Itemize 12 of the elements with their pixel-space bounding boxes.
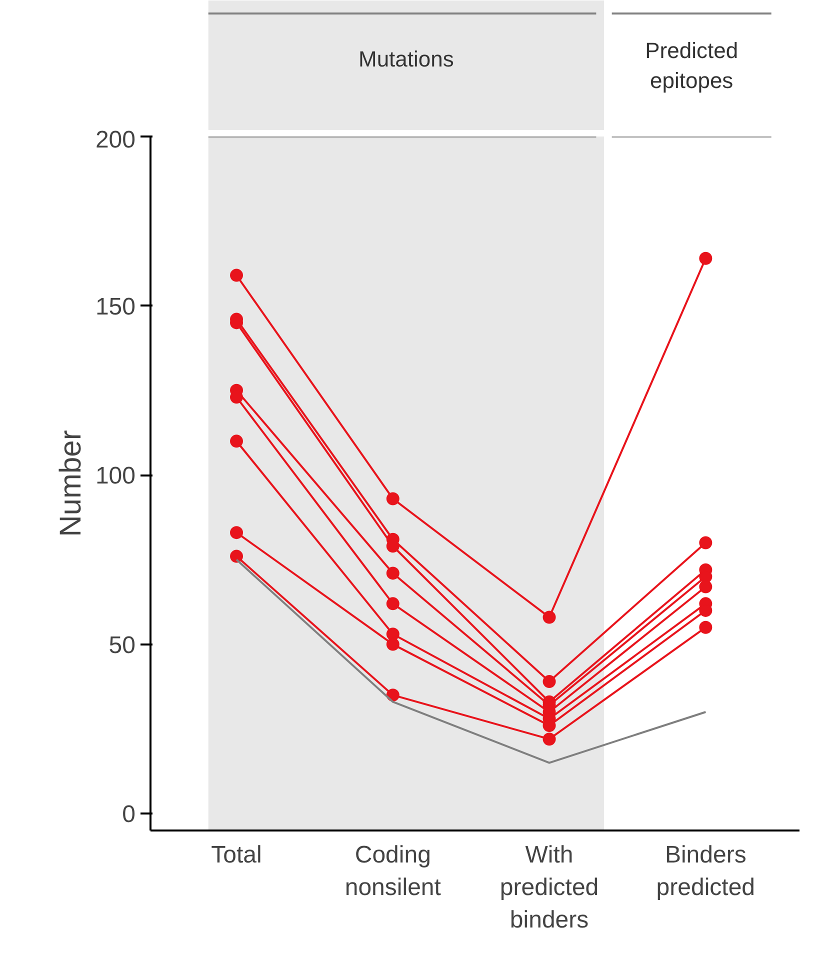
x-tick-label: Binders predicted <box>656 842 756 901</box>
y-tick-label: 100 <box>95 462 136 490</box>
band-label: Mutations <box>358 46 454 72</box>
y-axis-title: Number <box>54 430 88 537</box>
y-tick-label: 150 <box>95 293 136 320</box>
y-tick-label: 200 <box>95 126 136 154</box>
y-tick-label: 50 <box>108 632 136 659</box>
x-tick-label: With predicted binders <box>500 842 599 934</box>
text: Predicted epitopes <box>645 38 738 93</box>
x-tick-label: Total <box>211 842 262 868</box>
y-tick-label: 0 <box>122 801 136 828</box>
x-tick-label: Coding nonsilent <box>344 842 442 901</box>
